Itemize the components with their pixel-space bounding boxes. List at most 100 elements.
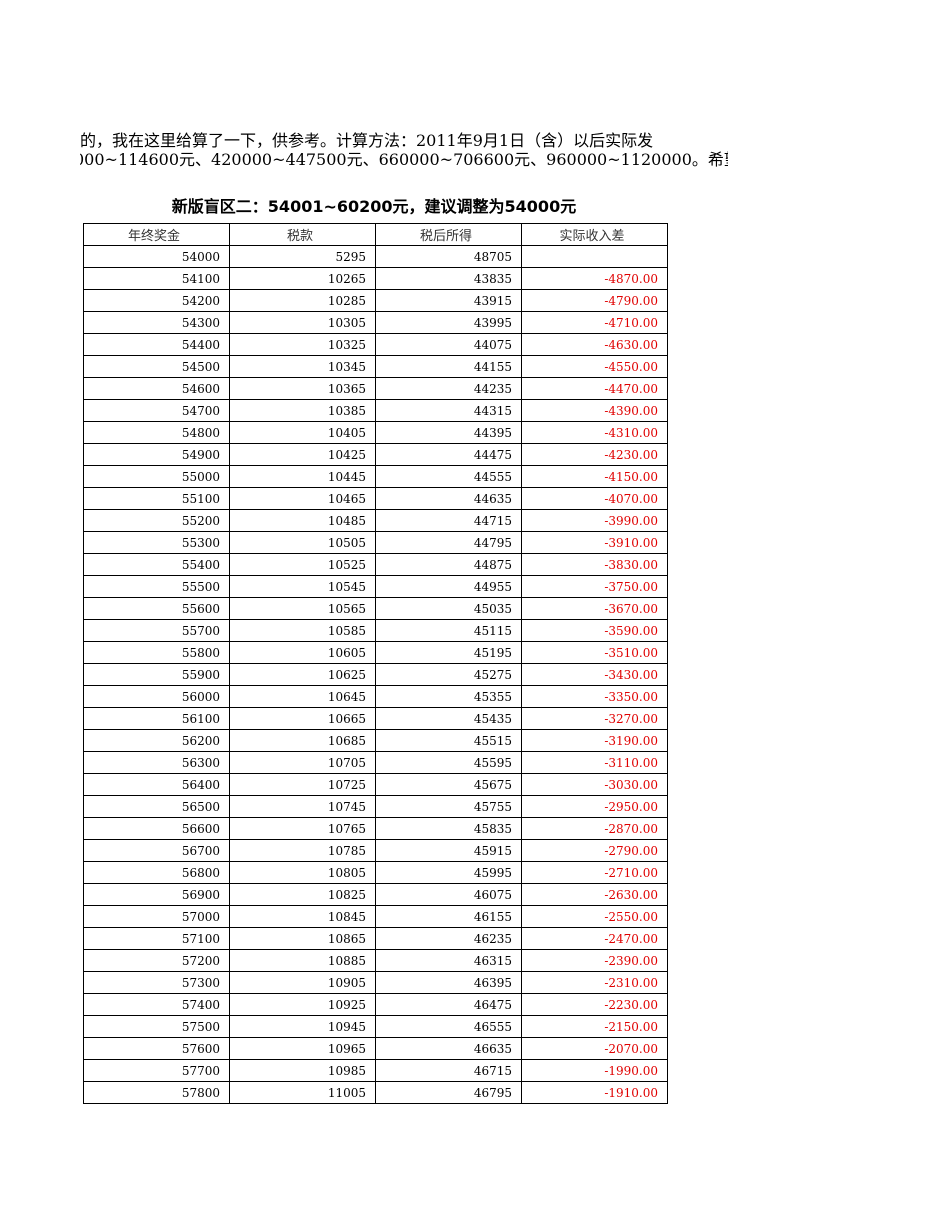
after-tax-cell: 46475	[375, 993, 522, 1016]
after-tax-cell: 43915	[375, 289, 522, 312]
income-diff-cell: -3030.00	[521, 773, 668, 796]
after-tax-cell: 45915	[375, 839, 522, 862]
table-row: 56500 10745 45755 -2950.00	[83, 795, 668, 818]
tax-cell: 10865	[229, 927, 376, 950]
after-tax-cell: 45275	[375, 663, 522, 686]
bonus-cell: 56900	[83, 883, 230, 906]
bonus-cell: 54400	[83, 333, 230, 356]
table-row: 57400 10925 46475 -2230.00	[83, 993, 668, 1016]
after-tax-cell: 44635	[375, 487, 522, 510]
table-row: 55900 10625 45275 -3430.00	[83, 663, 668, 686]
table-row: 55300 10505 44795 -3910.00	[83, 531, 668, 554]
bonus-cell: 56800	[83, 861, 230, 884]
table-row: 57000 10845 46155 -2550.00	[83, 905, 668, 928]
after-tax-cell: 45675	[375, 773, 522, 796]
bonus-cell: 57200	[83, 949, 230, 972]
income-diff-cell: -2310.00	[521, 971, 668, 994]
table-row: 56800 10805 45995 -2710.00	[83, 861, 668, 884]
table-row: 55200 10485 44715 -3990.00	[83, 509, 668, 532]
table-row: 54100 10265 43835 -4870.00	[83, 267, 668, 290]
income-diff-cell: -2390.00	[521, 949, 668, 972]
tax-cell: 10765	[229, 817, 376, 840]
intro-text-2: 000~114600元、420000~447500元、660000~706600…	[80, 150, 728, 169]
tax-cell: 10985	[229, 1059, 376, 1082]
bonus-cell: 55100	[83, 487, 230, 510]
after-tax-cell: 44315	[375, 399, 522, 422]
after-tax-cell: 44955	[375, 575, 522, 598]
after-tax-cell: 44795	[375, 531, 522, 554]
intro-line-1: 的，我在这里给算了一下，供参考。计算方法：2011年9月1日（含）以后实际发	[80, 127, 728, 151]
income-diff-cell: -3830.00	[521, 553, 668, 576]
income-diff-cell: -4790.00	[521, 289, 668, 312]
income-diff-cell: -2070.00	[521, 1037, 668, 1060]
income-diff-cell: -4550.00	[521, 355, 668, 378]
income-diff-cell: -2550.00	[521, 905, 668, 928]
bonus-cell: 54200	[83, 289, 230, 312]
after-tax-cell: 44155	[375, 355, 522, 378]
tax-cell: 10705	[229, 751, 376, 774]
after-tax-cell: 44075	[375, 333, 522, 356]
income-diff-cell: -4230.00	[521, 443, 668, 466]
tax-cell: 5295	[229, 245, 376, 268]
after-tax-cell: 44395	[375, 421, 522, 444]
income-diff-cell: -2950.00	[521, 795, 668, 818]
bonus-cell: 56600	[83, 817, 230, 840]
tax-cell: 10325	[229, 333, 376, 356]
bonus-cell: 57300	[83, 971, 230, 994]
tax-cell: 10745	[229, 795, 376, 818]
table-row: 54900 10425 44475 -4230.00	[83, 443, 668, 466]
table-row: 54600 10365 44235 -4470.00	[83, 377, 668, 400]
tax-cell: 10605	[229, 641, 376, 664]
bonus-cell: 56000	[83, 685, 230, 708]
bonus-cell: 57600	[83, 1037, 230, 1060]
bonus-cell: 54900	[83, 443, 230, 466]
bonus-cell: 55400	[83, 553, 230, 576]
after-tax-cell: 43835	[375, 267, 522, 290]
income-diff-cell: -2790.00	[521, 839, 668, 862]
after-tax-cell: 44555	[375, 465, 522, 488]
table-row: 56200 10685 45515 -3190.00	[83, 729, 668, 752]
tax-cell: 10525	[229, 553, 376, 576]
income-diff-cell: -4630.00	[521, 333, 668, 356]
income-diff-cell	[521, 245, 668, 268]
bonus-cell: 55000	[83, 465, 230, 488]
header-bonus: 年终奖金	[83, 223, 230, 246]
bonus-cell: 57000	[83, 905, 230, 928]
income-diff-cell: -3430.00	[521, 663, 668, 686]
table-row: 55100 10465 44635 -4070.00	[83, 487, 668, 510]
bonus-cell: 56100	[83, 707, 230, 730]
after-tax-cell: 45355	[375, 685, 522, 708]
table-row: 57300 10905 46395 -2310.00	[83, 971, 668, 994]
table-row: 56700 10785 45915 -2790.00	[83, 839, 668, 862]
bonus-cell: 54500	[83, 355, 230, 378]
bonus-cell: 57400	[83, 993, 230, 1016]
bonus-cell: 55600	[83, 597, 230, 620]
after-tax-cell: 45755	[375, 795, 522, 818]
after-tax-cell: 45115	[375, 619, 522, 642]
after-tax-cell: 44475	[375, 443, 522, 466]
after-tax-cell: 44715	[375, 509, 522, 532]
bonus-cell: 54000	[83, 245, 230, 268]
header-after-tax: 税后所得	[375, 223, 522, 246]
table-row: 56900 10825 46075 -2630.00	[83, 883, 668, 906]
after-tax-cell: 46155	[375, 905, 522, 928]
bonus-cell: 55500	[83, 575, 230, 598]
tax-cell: 10965	[229, 1037, 376, 1060]
intro-text-1: 的，我在这里给算了一下，供参考。计算方法：2011年9月1日（含）以后实际发	[80, 131, 654, 150]
bonus-cell: 57800	[83, 1081, 230, 1104]
bonus-cell: 55900	[83, 663, 230, 686]
tax-cell: 10625	[229, 663, 376, 686]
after-tax-cell: 44235	[375, 377, 522, 400]
bonus-cell: 56200	[83, 729, 230, 752]
bonus-cell: 55200	[83, 509, 230, 532]
tax-cell: 10425	[229, 443, 376, 466]
table-row: 55700 10585 45115 -3590.00	[83, 619, 668, 642]
after-tax-cell: 46715	[375, 1059, 522, 1082]
bonus-cell: 57700	[83, 1059, 230, 1082]
table-row: 55400 10525 44875 -3830.00	[83, 553, 668, 576]
after-tax-cell: 46795	[375, 1081, 522, 1104]
tax-cell: 10725	[229, 773, 376, 796]
table-title: 新版盲区二：54001~60200元，建议调整为54000元	[171, 197, 577, 216]
table-row: 55800 10605 45195 -3510.00	[83, 641, 668, 664]
table-row: 54800 10405 44395 -4310.00	[83, 421, 668, 444]
